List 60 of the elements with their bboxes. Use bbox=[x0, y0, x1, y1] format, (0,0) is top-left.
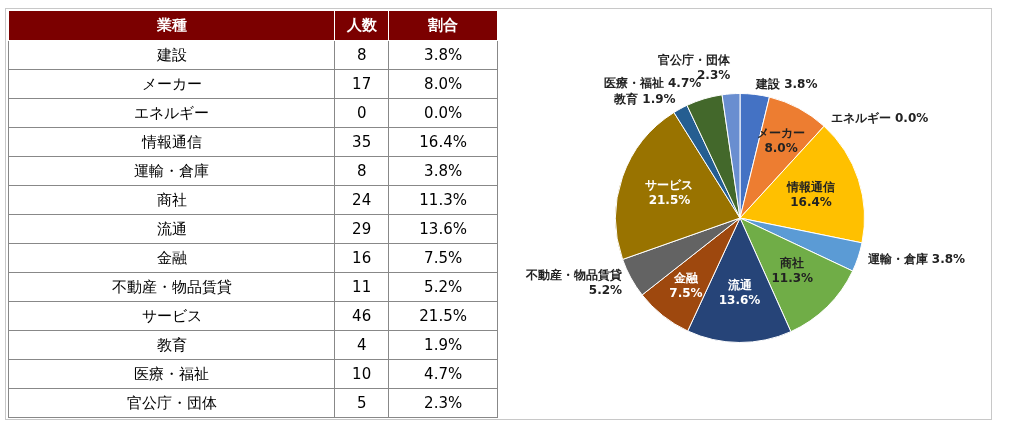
category-label: 医療・福祉 bbox=[8, 359, 335, 389]
data-label: 10 bbox=[334, 359, 389, 389]
category-label: 建設 bbox=[8, 40, 335, 70]
category-label: エネルギー 0.0% bbox=[830, 110, 929, 125]
slice-label: 金融 bbox=[672, 271, 699, 286]
slice-label: 流通 bbox=[726, 277, 753, 292]
data-label: 7.5% bbox=[388, 243, 498, 273]
category-label: 不動産・物品賃貸 bbox=[8, 272, 335, 302]
data-label: 24 bbox=[334, 185, 389, 215]
data-label: 8 bbox=[334, 40, 389, 70]
category-label: 運輸・倉庫 bbox=[8, 156, 335, 186]
data-label: 5.2% bbox=[588, 282, 623, 297]
data-label: 35 bbox=[334, 127, 389, 157]
slice-label: 教育 1.9% bbox=[613, 92, 676, 107]
category-label: 商社 bbox=[8, 185, 335, 215]
category-label: メーカー bbox=[8, 69, 335, 99]
data-label: 3.8% bbox=[388, 40, 498, 70]
slice-label: 不動産・物品賃貸 bbox=[525, 267, 623, 282]
data-label: 0 bbox=[334, 98, 389, 128]
data-label: 4.7% bbox=[388, 359, 498, 389]
data-label: 11.3% bbox=[771, 271, 814, 286]
data-label: 7.5% bbox=[669, 286, 703, 301]
text: 業種 bbox=[8, 10, 335, 41]
slice-label: 情報通信 bbox=[786, 180, 836, 195]
slice-label: 商社 bbox=[779, 256, 805, 271]
data-label: 8 bbox=[334, 156, 389, 186]
category-label: 流通 bbox=[8, 214, 335, 244]
slice-label: 官公庁・団体 bbox=[658, 53, 732, 68]
category-label: 金融 bbox=[8, 243, 335, 273]
data-label: 17 bbox=[334, 69, 389, 99]
category-label: サービス bbox=[8, 301, 335, 331]
data-label: 8.0% bbox=[764, 141, 798, 156]
data-label: 5.2% bbox=[388, 272, 498, 302]
data-label: 46 bbox=[334, 301, 389, 331]
data-label: 5 bbox=[334, 388, 389, 418]
data-label: 16.4% bbox=[388, 127, 498, 157]
text: 人数 bbox=[334, 10, 389, 41]
slice-label: サービス bbox=[645, 178, 694, 193]
category-label: 官公庁・団体 bbox=[8, 388, 335, 418]
data-label: 8.0% bbox=[388, 69, 498, 99]
slice-label: 建設 3.8% bbox=[755, 76, 818, 91]
data-label: 11.3% bbox=[388, 185, 498, 215]
text: 割合 bbox=[388, 10, 498, 41]
category-label: 教育 bbox=[8, 330, 335, 360]
data-label: 21.5% bbox=[648, 193, 691, 208]
category-label: 情報通信 bbox=[8, 127, 335, 157]
data-label: 4 bbox=[334, 330, 389, 360]
data-label: 13.6% bbox=[388, 214, 498, 244]
data-label: 1.9% bbox=[388, 330, 498, 360]
data-label: 29 bbox=[334, 214, 389, 244]
data-label: 11 bbox=[334, 272, 389, 302]
data-label: 16 bbox=[334, 243, 389, 273]
data-label: 2.3% bbox=[388, 388, 498, 418]
data-label: 21.5% bbox=[388, 301, 498, 331]
data-label: 16.4% bbox=[790, 195, 832, 210]
slice-label: 運輸・倉庫 3.8% bbox=[866, 252, 966, 267]
data-label: 0.0% bbox=[388, 98, 498, 128]
data-label: 3.8% bbox=[388, 156, 498, 186]
data-label: 13.6% bbox=[718, 292, 761, 307]
category-label: エネルギー bbox=[8, 98, 335, 128]
